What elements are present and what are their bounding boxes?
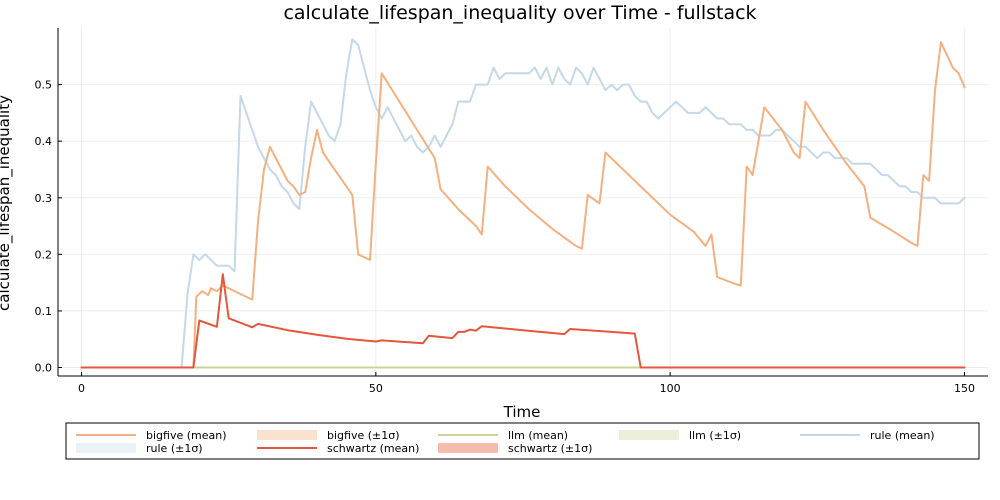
- x-tick-label: 0: [78, 382, 85, 395]
- y-tick-label: 0.0: [35, 362, 53, 375]
- y-tick-label: 0.1: [35, 305, 53, 318]
- legend-label-bigfive-mean: bigfive (mean): [146, 429, 227, 442]
- chart-title: calculate_lifespan_inequality over Time …: [283, 2, 756, 24]
- legend: bigfive (mean) bigfive (±1σ) llm (mean) llm…: [65, 422, 980, 460]
- legend-label-llm-mean: llm (mean): [508, 429, 568, 442]
- y-tick-label: 0.2: [35, 248, 53, 261]
- legend-label-schwartz-mean: schwartz (mean): [327, 442, 419, 455]
- legend-swatch-bigfive-1: [257, 430, 317, 440]
- x-tick-label: 100: [660, 382, 681, 395]
- x-axis-label: Time: [503, 403, 541, 421]
- y-tick-label: 0.3: [35, 192, 53, 205]
- legend-swatch-llm-1: [619, 430, 679, 440]
- series-line-schwartz-mean: [80, 273, 966, 369]
- legend-label-schwartz-1: schwartz (±1σ): [508, 442, 592, 455]
- legend-box: [65, 422, 980, 460]
- legend-label-rule-1: rule (±1σ): [146, 442, 203, 455]
- legend-swatch-schwartz-1: [438, 443, 498, 453]
- x-tick-label: 50: [369, 382, 383, 395]
- series-group: [80, 38, 966, 369]
- series-line-bigfive-mean: [80, 41, 966, 369]
- y-tick-label: 0.4: [35, 135, 53, 148]
- legend-label-bigfive-1: bigfive (±1σ): [327, 429, 400, 442]
- legend-swatch-rule-1: [76, 443, 136, 453]
- series-line-rule-mean: [80, 38, 966, 369]
- legend-label-llm-1: llm (±1σ): [689, 429, 741, 442]
- grid: [58, 28, 988, 376]
- ticks: 0 50 100 150 0.0 0.1 0.2 0.3 0.4 0.5: [35, 79, 975, 395]
- x-tick-label: 150: [954, 382, 975, 395]
- y-tick-label: 0.5: [35, 79, 53, 92]
- y-axis-label: calculate_lifespan_inequality: [0, 95, 14, 311]
- legend-label-rule-mean: rule (mean): [870, 429, 935, 442]
